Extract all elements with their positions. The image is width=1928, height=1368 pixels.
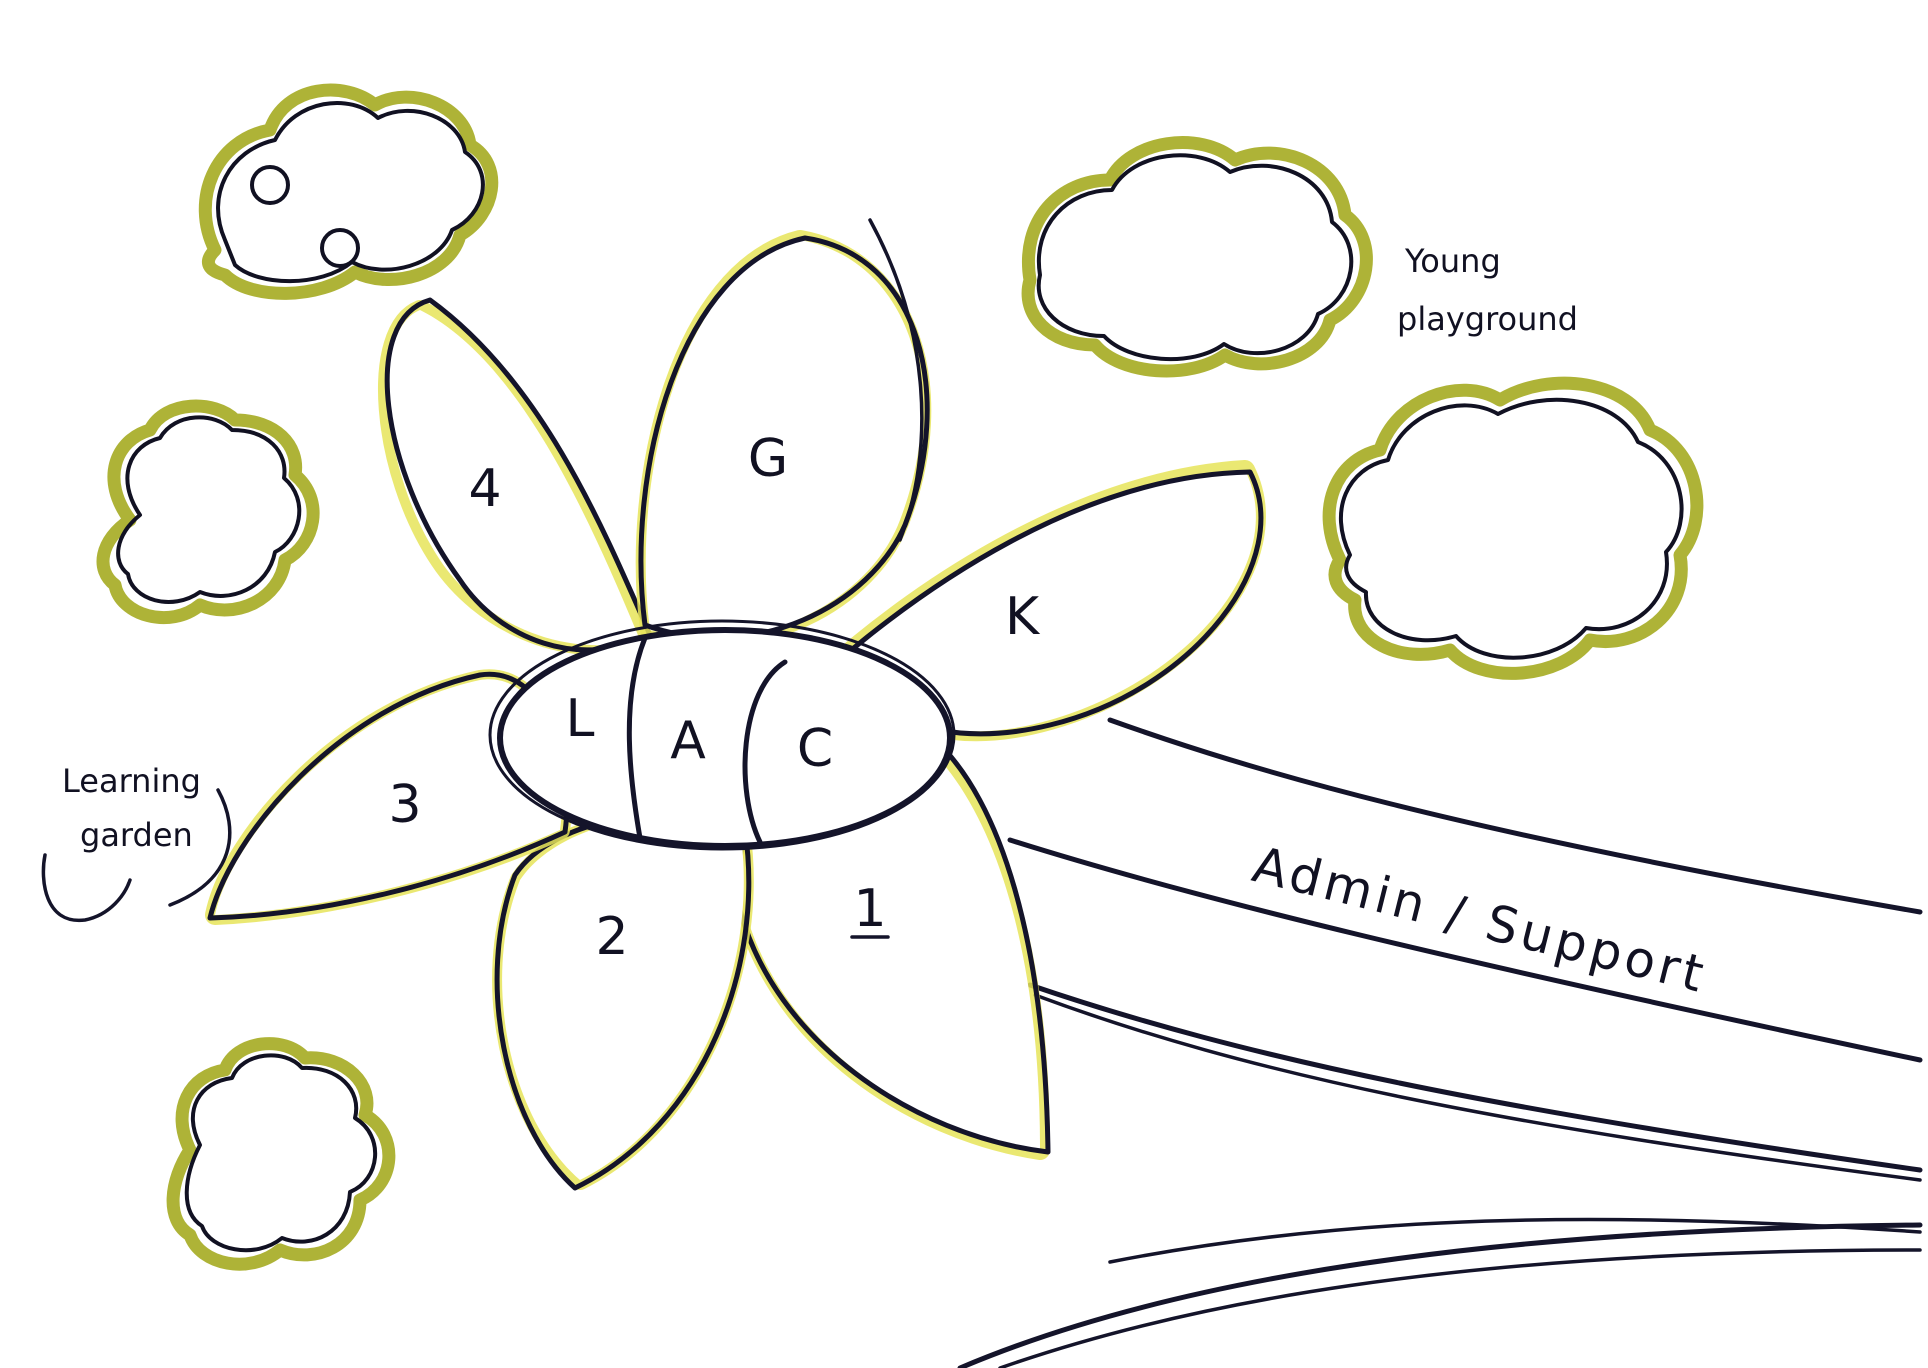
learning-garden-line-1: Learning: [62, 762, 201, 800]
flower: 4 G K 1 2: [205, 218, 1266, 1191]
center-a-label: A: [670, 711, 706, 771]
petal-k: K: [825, 460, 1266, 742]
petal-1-label: 1: [853, 879, 886, 939]
young-playground-note: Young playground: [1397, 242, 1578, 338]
petal-k-label: K: [1005, 587, 1041, 647]
admin-support-corridor: [957, 717, 1923, 1368]
petal-3: 3: [205, 669, 572, 925]
tree-top-left: [198, 83, 499, 300]
center-l-label: L: [566, 689, 595, 749]
young-playground-line-2: playground: [1397, 300, 1578, 338]
tree-young-playground: [1322, 376, 1704, 680]
learning-garden-note: Learning garden: [41, 762, 232, 922]
learning-garden-line-2: garden: [80, 816, 193, 854]
flower-center: L A C: [488, 619, 956, 851]
petal-g: G: [635, 218, 932, 648]
center-c-label: C: [797, 719, 833, 779]
learning-garden-pointer: [168, 788, 232, 907]
tree-middle-left: [96, 399, 320, 625]
petal-4-label: 4: [468, 459, 501, 519]
petal-3-label: 3: [388, 775, 421, 835]
young-playground-line-1: Young: [1404, 242, 1501, 280]
learning-garden-bracket: [41, 853, 132, 922]
petal-2-label: 2: [595, 907, 628, 967]
petal-4: 4: [378, 297, 653, 656]
tree-bottom-left: [166, 1037, 396, 1271]
petal-g-label: G: [748, 429, 788, 489]
petal-2: 2: [492, 806, 754, 1191]
tree-top-right: [1021, 136, 1373, 378]
